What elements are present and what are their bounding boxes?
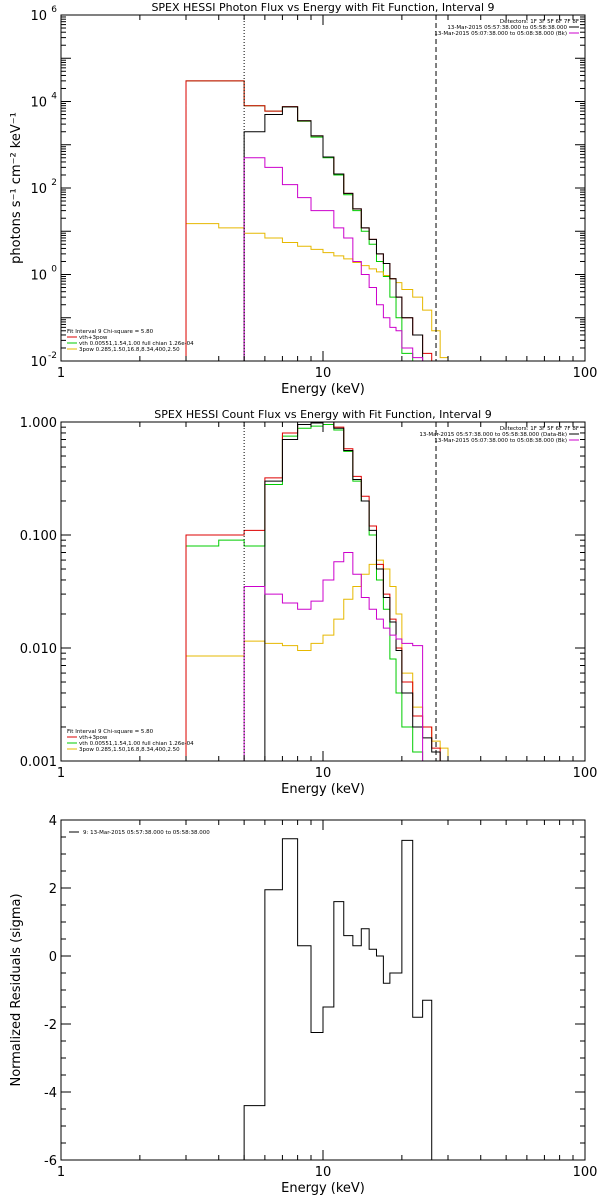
x-tick-label: 1: [57, 1165, 65, 1180]
legend-entry-label: vth 0.00551,1.54,1.00 full chian 1.26e-0…: [79, 341, 194, 347]
legend-entry-label: vth+3pow: [79, 735, 108, 741]
x-tick-label: 10: [315, 766, 332, 781]
series-group: [185, 422, 449, 761]
x-axis-label: Energy (keV): [281, 782, 365, 797]
y-tick-label: -2: [44, 1018, 57, 1033]
legend-entry-label: vth 0.00551,1.54,1.00 full chian 1.26e-0…: [79, 741, 194, 747]
series-line-0: [185, 424, 433, 761]
x-tick-label: 100: [573, 766, 598, 781]
y-tick-label-exponent: 4: [51, 92, 57, 102]
y-tick-label: 0.010: [20, 642, 57, 657]
x-axis-label: Energy (keV): [281, 382, 365, 397]
legend-entry-label: 3pow 0.285,1.50,16.8,8.34,400,2.50: [79, 347, 180, 353]
plot-frame: [60, 819, 586, 1161]
series-line-3: [243, 106, 433, 361]
series-group: [243, 838, 433, 1160]
legend-entry-label: 13-Mar-2015 05:57:38.000 to 05:58:38.000…: [419, 432, 567, 438]
x-tick-label: 10: [315, 366, 332, 381]
chart-title: SPEX HESSI Count Flux vs Energy with Fit…: [154, 408, 491, 421]
y-tick-label: 1.000: [20, 416, 57, 431]
y-tick-label-exponent: 2: [51, 178, 57, 188]
y-tick-label: -6: [44, 1154, 57, 1169]
x-tick-label: 10: [315, 1165, 332, 1180]
legend-entry-label: 13-Mar-2015 05:07:38.000 to 05:08:38.000…: [434, 438, 567, 444]
x-tick-label: 100: [573, 1165, 598, 1180]
y-tick-label: 10: [30, 182, 47, 197]
y-tick-label: 10: [30, 96, 47, 111]
y-tick-label: 0.001: [20, 755, 57, 770]
y-tick-label-exponent: -2: [48, 351, 57, 361]
legend-entry-label: 13-Mar-2015 05:57:38.000 to 05:58:38.000: [447, 25, 567, 31]
series-group: [185, 80, 449, 361]
y-tick-label: 10: [30, 269, 47, 284]
chart-title: SPEX HESSI Photon Flux vs Energy with Fi…: [151, 1, 494, 14]
series-line-1: [185, 559, 449, 761]
y-tick-label: -4: [44, 1086, 57, 1101]
series-line-0: [185, 80, 414, 361]
legend-header: Detectors: 1F 3F 5F 6F 7F 8F: [500, 426, 579, 432]
series-line-0: [243, 838, 433, 1160]
y-tick-label: 10: [30, 355, 47, 370]
x-axis-label: Energy (keV): [281, 1181, 365, 1196]
residuals-panel: 1 10 100 -6 -4 -2 0 2 4 Energy (keV) Normalized Re…: [9, 814, 597, 1196]
y-axis-label: Normalized Residuals (sigma): [9, 893, 24, 1086]
x-tick-label: 1: [57, 366, 65, 381]
legend-header: Detectors: 1F 3F 5F 6F 7F 8F: [500, 19, 579, 25]
y-axis-label: photons s⁻¹ cm⁻² keV⁻¹: [9, 112, 24, 264]
y-tick-label: 0.100: [20, 529, 57, 544]
y-tick-label: 10: [30, 9, 47, 24]
y-tick-label: 4: [49, 814, 57, 829]
series-line-4: [243, 552, 424, 761]
legend-entry-label: vth+3pow: [79, 335, 108, 341]
legend-fit-header: Fit Interval 9 Chi-square = 5.80: [67, 729, 154, 735]
legend-fit-header: Fit Interval 9 Chi-square = 5.80: [67, 329, 154, 335]
plot-frame: [60, 14, 586, 362]
y-tick-label: 2: [49, 882, 57, 897]
series-line-4: [243, 157, 424, 361]
series-line-1: [185, 223, 449, 361]
legend-entry-label: 9: 13-Mar-2015 05:57:38.000 to 05:58:38.…: [83, 830, 210, 836]
legend-entry-label: 13-Mar-2015 05:07:38.000 to 05:08:38.000…: [434, 31, 567, 37]
count-flux-panel: 1 10 100 0.001 0.010 0.100 1.000 SPEX HESSI Cou…: [20, 408, 598, 797]
legend-entry-label: 3pow 0.285,1.50,16.8,8.34,400,2.50: [79, 747, 180, 753]
x-tick-label: 1: [57, 766, 65, 781]
y-tick-label-exponent: 0: [51, 265, 57, 275]
y-tick-label-exponent: 6: [51, 5, 57, 15]
y-tick-label: 0: [49, 950, 57, 965]
x-tick-label: 100: [573, 366, 598, 381]
